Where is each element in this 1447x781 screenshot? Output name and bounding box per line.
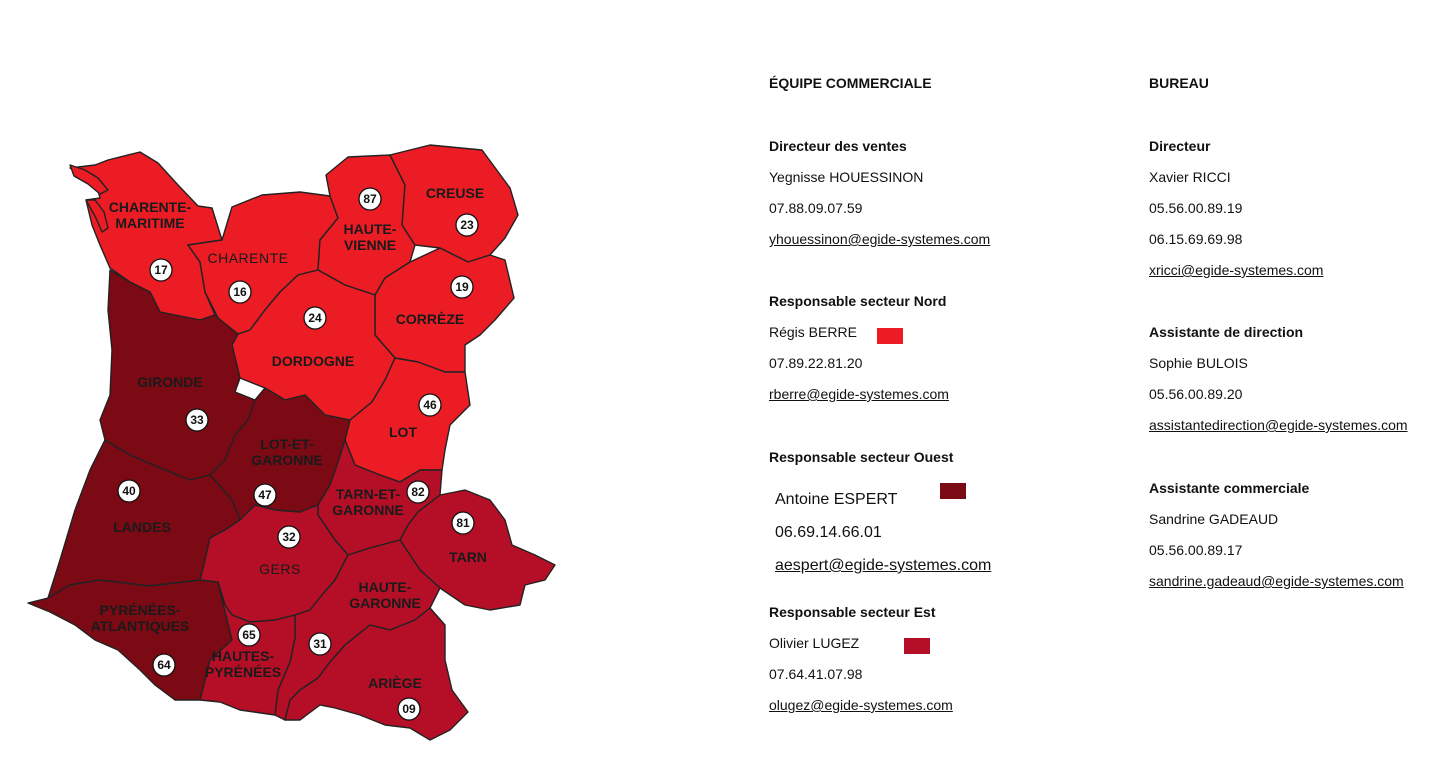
- dept-name-pyrenees-atlantiques: PYRÉNÉES-ATLANTIQUES: [91, 602, 190, 634]
- bureau-directeur-name: Xavier RICCI: [1149, 169, 1231, 185]
- ouest-phone[interactable]: 06.69.14.66.01: [775, 524, 882, 541]
- dept-number-tarn: 81: [456, 516, 470, 530]
- dept-number-haute-vienne: 87: [363, 192, 377, 206]
- dept-number-badge-correze: [450, 275, 474, 299]
- bureau-directeur-phone1[interactable]: 05.56.00.89.19: [1149, 200, 1243, 216]
- dept-number-gironde: 33: [190, 413, 204, 427]
- dept-number-badge-tarn: [451, 511, 475, 535]
- dept-number-charente: 16: [233, 285, 247, 299]
- bureau-heading: BUREAU: [1149, 75, 1209, 91]
- dept-number-badge-dordogne: [303, 306, 327, 330]
- est-email[interactable]: olugez@egide-systemes.com: [769, 697, 953, 713]
- est-phone[interactable]: 07.64.41.07.98: [769, 666, 863, 682]
- ouest-color-swatch: [940, 483, 966, 499]
- island-re: [69, 164, 109, 195]
- dept-name-charente: CHARENTE: [207, 250, 288, 266]
- dept-number-badge-gers: [277, 525, 301, 549]
- bureau-directeur-phone2[interactable]: 06.15.69.69.98: [1149, 231, 1243, 247]
- dept-name-tarn: TARN: [449, 549, 487, 565]
- dept-name-hautes-pyrenees: HAUTES-PYRÉNÉES: [205, 648, 281, 680]
- dept-name-correze: CORRÈZE: [396, 311, 464, 327]
- dept-number-badge-tarn-et-garonne: [406, 480, 430, 504]
- nord-phone[interactable]: 07.89.22.81.20: [769, 355, 863, 371]
- dept-pyrenees-atlantiques[interactable]: [27, 579, 233, 701]
- dept-number-charente-maritime: 17: [154, 263, 168, 277]
- dept-name-lot: LOT: [389, 424, 417, 440]
- dept-number-dordogne: 24: [308, 311, 322, 325]
- directeur-ventes-email[interactable]: yhouessinon@egide-systemes.com: [769, 231, 991, 247]
- dept-number-pyrenees-atlantiques: 64: [157, 658, 171, 672]
- nord-role: Responsable secteur Nord: [769, 293, 947, 309]
- bureau-directeur-role: Directeur: [1149, 138, 1211, 154]
- nord-email[interactable]: rberre@egide-systemes.com: [769, 386, 949, 402]
- bureau-directeur-email[interactable]: xricci@egide-systemes.com: [1149, 262, 1324, 278]
- est-name: Olivier LUGEZ: [769, 635, 860, 651]
- dept-number-correze: 19: [455, 280, 469, 294]
- directeur-ventes-name: Yegnisse HOUESSINON: [769, 169, 924, 185]
- dept-name-lot-et-garonne: LOT-ET-GARONNE: [251, 436, 323, 468]
- est-color-swatch: [904, 638, 930, 654]
- assistante-commerciale-name: Sandrine GADEAUD: [1149, 511, 1279, 527]
- dept-number-badge-lot-et-garonne: [253, 483, 277, 507]
- directeur-ventes-phone[interactable]: 07.88.09.07.59: [769, 200, 863, 216]
- dept-number-ariege: 09: [402, 702, 416, 716]
- ouest-name: Antoine ESPERT: [775, 491, 898, 508]
- nord-name: Régis BERRE: [769, 324, 857, 340]
- assistante-direction-email[interactable]: assistantedirection@egide-systemes.com: [1149, 417, 1408, 433]
- dept-number-haute-garonne: 31: [313, 637, 327, 651]
- dept-number-gers: 32: [282, 530, 296, 544]
- dept-hautes-pyrenees[interactable]: [199, 581, 296, 716]
- assistante-direction-role: Assistante de direction: [1149, 324, 1304, 340]
- dept-name-tarn-et-garonne: TARN-ET-GARONNE: [332, 486, 404, 518]
- assistante-commerciale-phone[interactable]: 05.56.00.89.17: [1149, 542, 1243, 558]
- equipe-heading: ÉQUIPE COMMERCIALE: [769, 75, 932, 91]
- dept-number-badge-haute-vienne: [358, 187, 382, 211]
- dept-name-haute-vienne: HAUTE-VIENNE: [344, 221, 397, 253]
- regional-sector-map: CHARENTE-MARITIME 17 CHARENTE 16 HAUTE-VIENN…: [0, 0, 580, 781]
- dept-number-badge-hautes-pyrenees: [237, 623, 261, 647]
- dept-number-badge-landes: [117, 479, 141, 503]
- assistante-commerciale-email[interactable]: sandrine.gadeaud@egide-systemes.com: [1149, 573, 1404, 589]
- dept-name-haute-garonne: HAUTE-GARONNE: [349, 579, 421, 611]
- dept-name-gers: GERS: [259, 561, 301, 577]
- dept-number-badge-charente-maritime: [149, 258, 173, 282]
- dept-name-gironde: GIRONDE: [137, 374, 202, 390]
- island-oleron: [85, 199, 109, 233]
- est-role: Responsable secteur Est: [769, 604, 936, 620]
- map-svg: CHARENTE-MARITIME 17 CHARENTE 16 HAUTE-VIENN…: [27, 144, 556, 741]
- dept-number-lot-et-garonne: 47: [258, 488, 272, 502]
- dept-number-lot: 46: [423, 398, 437, 412]
- assistante-direction-name: Sophie BULOIS: [1149, 355, 1248, 371]
- dept-number-badge-charente: [228, 280, 252, 304]
- dept-name-landes: LANDES: [113, 519, 171, 535]
- assistante-commerciale-role: Assistante commerciale: [1149, 480, 1310, 496]
- dept-number-badge-creuse: [455, 213, 479, 237]
- dept-number-badge-lot: [418, 393, 442, 417]
- dept-number-badge-ariege: [397, 697, 421, 721]
- dept-number-badge-haute-garonne: [308, 632, 332, 656]
- directeur-ventes-role: Directeur des ventes: [769, 138, 907, 154]
- dept-number-hautes-pyrenees: 65: [242, 628, 256, 642]
- ouest-role: Responsable secteur Ouest: [769, 449, 954, 465]
- dept-name-dordogne: DORDOGNE: [272, 353, 354, 369]
- nord-color-swatch: [877, 328, 903, 344]
- dept-name-creuse: CREUSE: [426, 185, 484, 201]
- dept-number-tarn-et-garonne: 82: [411, 485, 425, 499]
- dept-number-badge-pyrenees-atlantiques: [152, 653, 176, 677]
- dept-number-creuse: 23: [460, 218, 474, 232]
- dept-number-badge-gironde: [185, 408, 209, 432]
- dept-name-charente-maritime: CHARENTE-MARITIME: [109, 199, 192, 231]
- ouest-email[interactable]: aespert@egide-systemes.com: [775, 557, 992, 574]
- dept-number-landes: 40: [122, 484, 136, 498]
- dept-ariege[interactable]: [284, 607, 469, 741]
- assistante-direction-phone[interactable]: 05.56.00.89.20: [1149, 386, 1243, 402]
- dept-name-ariege: ARIÈGE: [368, 675, 422, 691]
